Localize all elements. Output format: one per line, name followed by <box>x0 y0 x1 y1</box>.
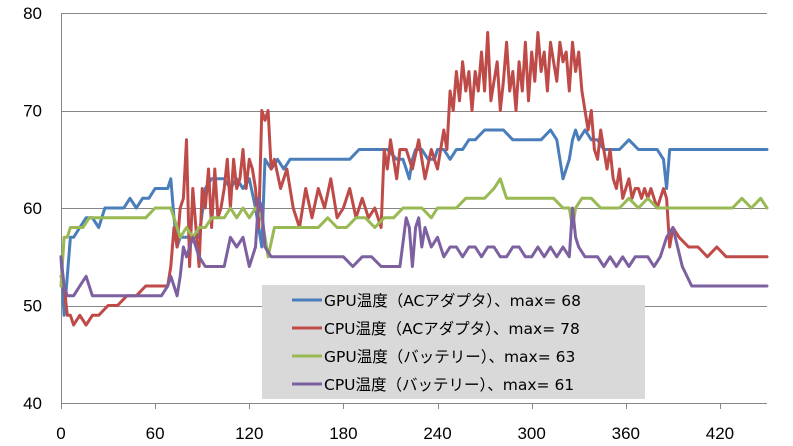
legend: GPU温度（ACアダプタ）、max= 68 CPU温度（ACアダプタ）、max= … <box>262 285 645 399</box>
legend-label: GPU温度（バッテリー）、max= 63 <box>324 348 575 366</box>
x-tick-label: 420 <box>706 424 734 443</box>
legend-label: CPU温度（ACアダプタ）、max= 78 <box>324 320 580 338</box>
axes: 40 50 60 70 80 0 60 120 180 240 300 360 420 <box>23 4 767 443</box>
series-line-3 <box>59 177 769 288</box>
y-tick-label: 70 <box>23 102 42 121</box>
x-tick-label: 120 <box>235 424 263 443</box>
series-lines <box>59 31 769 327</box>
x-tick-label: 300 <box>517 424 545 443</box>
legend-box <box>262 285 645 399</box>
y-tick-label: 40 <box>23 394 42 413</box>
x-tick-label: 0 <box>56 424 65 443</box>
x-tick-label: 360 <box>612 424 640 443</box>
y-tick-label: 50 <box>23 297 42 316</box>
legend-label: CPU温度（バッテリー）、max= 61 <box>324 376 574 394</box>
y-tick-label: 60 <box>23 199 42 218</box>
x-tick-label: 180 <box>329 424 357 443</box>
series-line-2 <box>59 31 769 327</box>
legend-label: GPU温度（ACアダプタ）、max= 68 <box>324 292 581 310</box>
x-tick-label: 60 <box>146 424 165 443</box>
x-tick-label: 240 <box>423 424 451 443</box>
series-line-4 <box>59 196 769 298</box>
y-tick-label: 80 <box>23 4 42 23</box>
